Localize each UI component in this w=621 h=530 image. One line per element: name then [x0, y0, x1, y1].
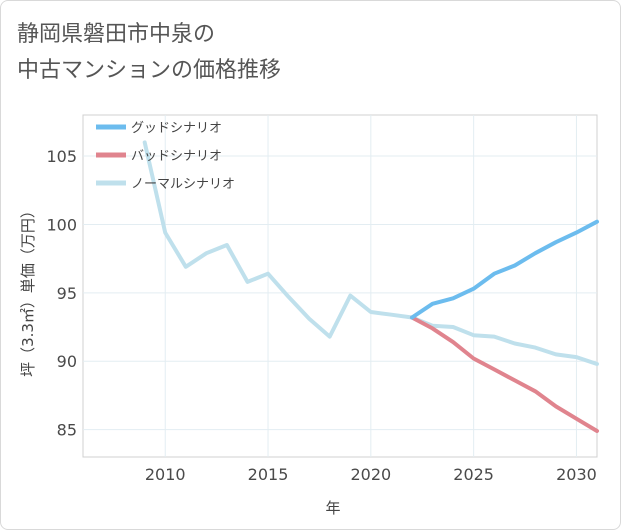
- legend-label: ノーマルシナリオ: [131, 177, 235, 192]
- y-tick-label: 105: [46, 147, 77, 166]
- y-tick-label: 100: [46, 215, 77, 234]
- series-lines: [142, 140, 599, 433]
- legend-label: バッドシナリオ: [131, 149, 222, 164]
- x-tick-label: 2020: [350, 465, 391, 484]
- x-tick-label: 2025: [453, 465, 494, 484]
- x-axis-ticks: 2010 2015 2020 2025 2030: [145, 465, 597, 484]
- series-line-3: [142, 140, 599, 366]
- x-tick-label: 2010: [145, 465, 186, 484]
- x-tick-label: 2015: [248, 465, 289, 484]
- y-axis-title: 坪（3.3㎡）単価（万円）: [19, 203, 37, 377]
- legend-label: グッドシナリオ: [131, 121, 222, 136]
- series-line-2: [410, 315, 599, 433]
- chart-title-line-1: 静岡県磐田市中泉の: [17, 22, 216, 47]
- grid-lines: [83, 115, 597, 457]
- chart-title: 静岡県磐田市中泉の 中古マンションの価格推移: [17, 17, 281, 89]
- y-tick-label: 95: [57, 284, 77, 303]
- series-line-1: [410, 219, 599, 320]
- y-tick-label: 90: [57, 352, 77, 371]
- x-tick-label: 2030: [556, 465, 597, 484]
- y-tick-label: 85: [57, 421, 77, 440]
- chart-title-line-2: 中古マンションの価格推移: [17, 58, 282, 83]
- x-axis-title: 年: [325, 499, 340, 517]
- y-axis-ticks: 85 90 95 100 105: [46, 147, 77, 440]
- plot-area: [82, 114, 598, 458]
